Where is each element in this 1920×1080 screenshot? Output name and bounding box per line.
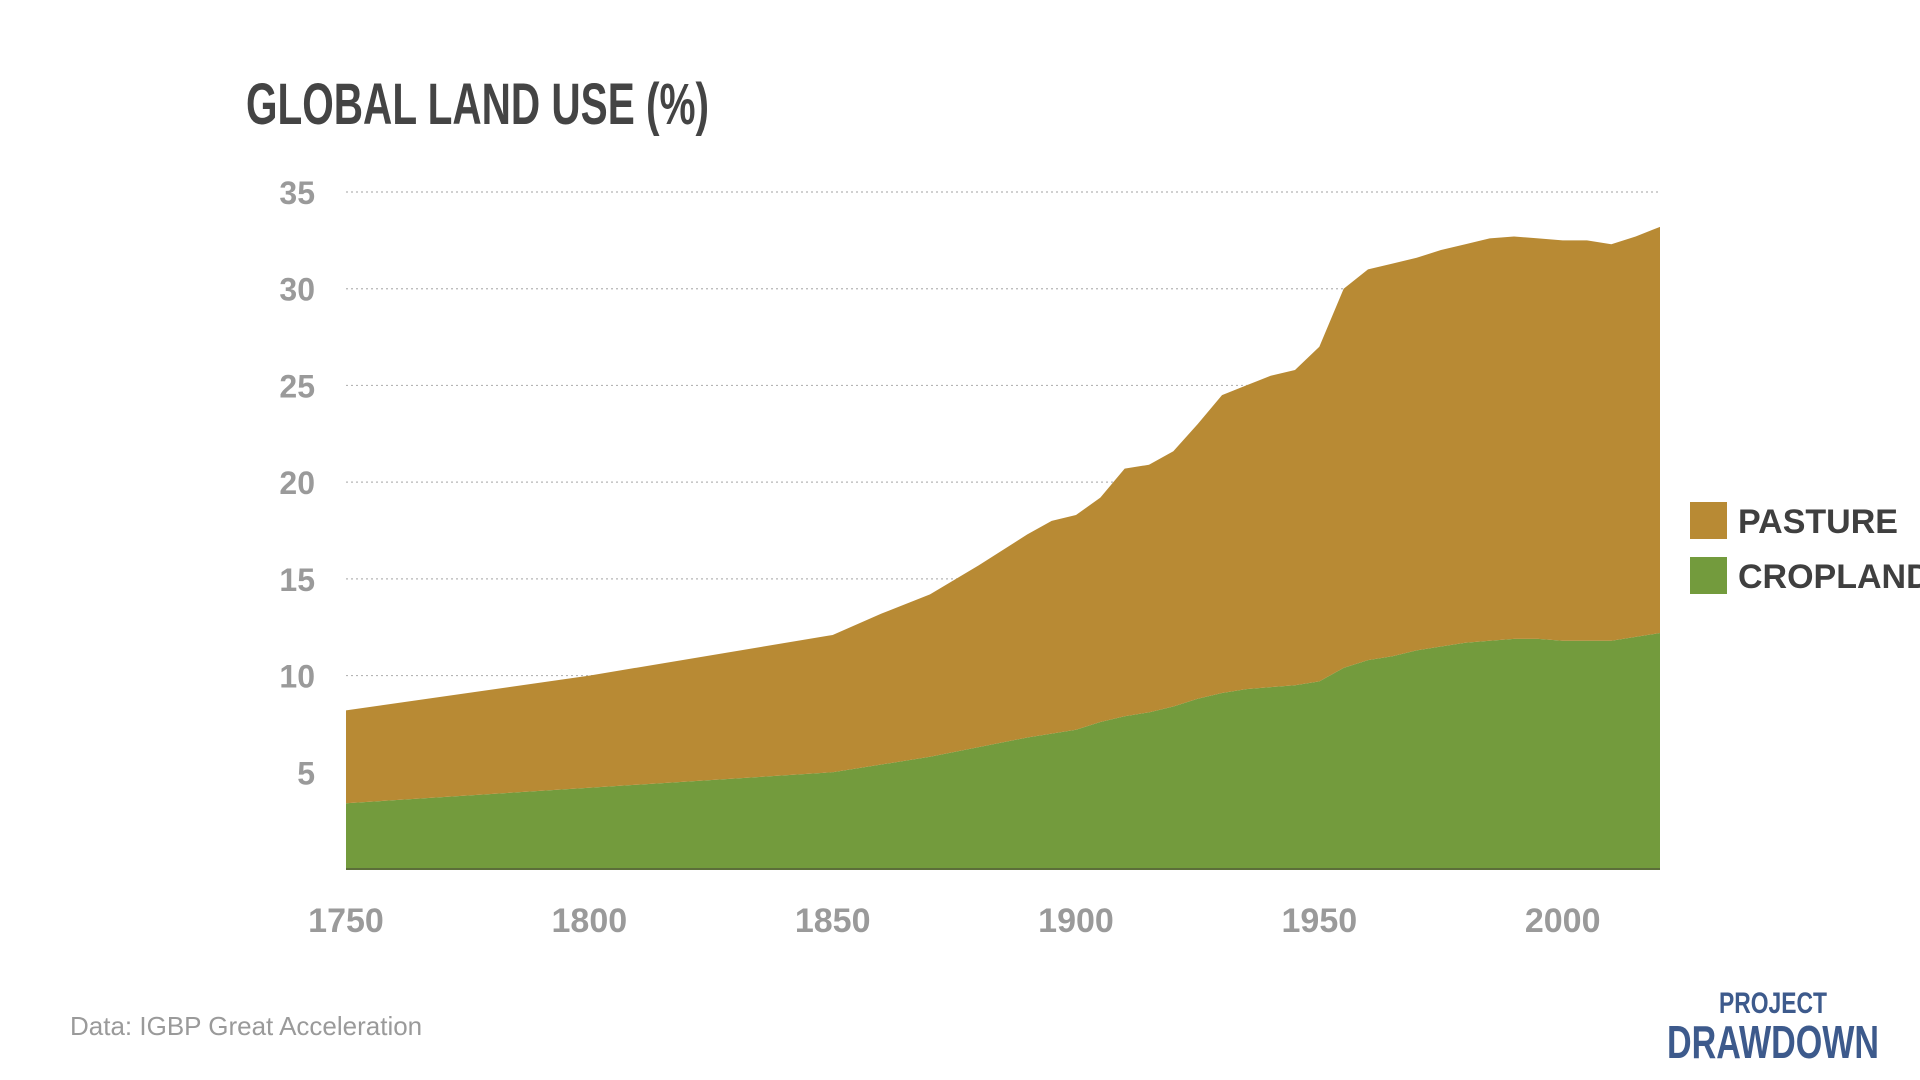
legend: PASTURE CROPLAND xyxy=(1690,502,1920,596)
logo-line-drawdown: DRAWDOWN xyxy=(1667,1016,1879,1068)
legend-label-cropland: CROPLAND xyxy=(1738,558,1920,596)
logo-line-project: PROJECT xyxy=(1719,987,1827,1020)
source-note: Data: IGBP Great Acceleration xyxy=(70,1011,422,1041)
legend-swatch-pasture xyxy=(1690,502,1727,539)
x-tick-label: 2000 xyxy=(1525,902,1601,940)
project-drawdown-logo: PROJECT DRAWDOWN xyxy=(1667,987,1879,1068)
y-tick-label: 25 xyxy=(279,368,315,404)
legend-swatch-cropland xyxy=(1690,557,1727,594)
y-tick-label: 10 xyxy=(279,659,315,695)
y-tick-label: 5 xyxy=(297,755,315,791)
x-tick-label: 1800 xyxy=(552,902,628,940)
y-tick-label: 20 xyxy=(279,465,315,501)
x-tick-label: 1850 xyxy=(795,902,871,940)
y-tick-label: 35 xyxy=(279,175,315,211)
y-tick-label: 30 xyxy=(279,272,315,308)
legend-label-pasture: PASTURE xyxy=(1738,503,1898,541)
axes: 5 10 15 20 25 30 35 1750 1800 1850 1900 1950 2000 xyxy=(279,175,1660,940)
x-tick-label: 1950 xyxy=(1282,902,1358,940)
x-tick-label: 1900 xyxy=(1038,902,1114,940)
area-layer xyxy=(346,226,1660,869)
y-tick-label: 15 xyxy=(279,562,315,598)
chart-title: GLOBAL LAND USE (%) xyxy=(246,72,709,137)
area-pasture xyxy=(346,226,1660,804)
area-cropland xyxy=(346,633,1660,869)
x-tick-label: 1750 xyxy=(308,902,384,940)
